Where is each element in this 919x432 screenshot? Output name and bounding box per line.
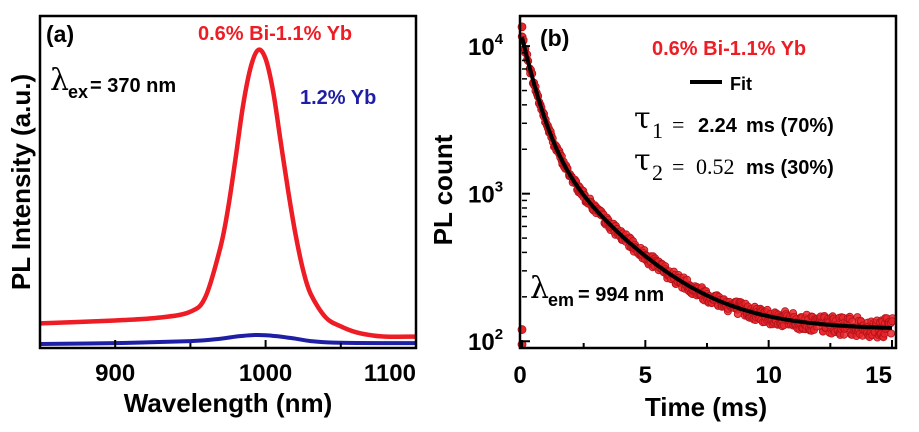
y-tick-exponent: 2 [495,326,503,343]
panel-b-x-axis-title: Time (ms) [645,392,767,422]
tau2-value: 0.52 [696,154,735,179]
emission-annotation: λ em = 994 nm [530,271,664,310]
x-tick-label-a: 1100 [364,360,416,387]
panel-a-x-axis-title: Wavelength (nm) [124,388,332,418]
lambda-ex-subscript: ex [68,82,88,102]
panel-a-frame [38,14,418,350]
y-tick-exponent: 3 [495,179,503,196]
panel-a-series-label-bi-yb: 0.6% Bi-1.1% Yb [198,23,352,45]
x-tick-label-b: 10 [755,362,782,389]
y-tick-label-b: 103 [468,179,503,209]
x-tick-label-a: 1000 [239,360,292,387]
y-tick-exponent: 4 [495,31,504,48]
x-tick-label-b: 5 [639,362,652,389]
lambda-em-value: = 994 nm [578,284,664,306]
y-tick-base: 10 [468,182,495,209]
series-line-yb [39,332,417,346]
panel-a-x-ticks: 900 1000 1100 [95,340,417,387]
lambda-em-symbol: λ [530,271,549,306]
tau1-value: 2.24 [698,115,738,137]
y-tick-label-b: 104 [468,31,504,61]
panel-b-legend: 0.6% Bi-1.1% Yb Fit [652,38,806,94]
legend-item-fit: Fit [730,74,752,94]
y-tick-base: 10 [468,34,495,61]
tau1-text: ms (70%) [746,115,834,137]
x-tick-label-b: 0 [513,362,526,389]
panel-a-spectra: (a) 0.6% Bi-1.1% Yb 1.2% Yb λ ex = 370 n… [6,14,418,418]
panel-a-series-label-yb: 1.2% Yb [300,87,376,109]
panel-b-decay: (b) 0.6% Bi-1.1% Yb Fit τ 1 = 2.24 ms (7… [428,14,898,422]
panel-b-y-axis-title: PL count [428,134,458,245]
fit-result-tau2: τ 2 = 0.52 ms (30%) [634,143,834,185]
panel-b-plot-area [517,22,897,349]
panel-b-x-ticks: 0 5 10 15 [513,340,893,389]
y-tick-label-b: 102 [468,326,503,356]
panel-a-label: (a) [46,21,74,47]
tau2-symbol: τ [634,143,651,178]
panel-a-plot-area [39,47,417,346]
fit-result-tau1: τ 1 = 2.24 ms (70%) [634,101,834,143]
tau1-symbol: τ [634,101,651,136]
x-tick-label-b: 15 [865,362,892,389]
tau2-text: ms (30%) [746,157,834,179]
tau1-equals: = [672,112,684,137]
lambda-ex-symbol: λ [50,63,69,98]
x-tick-label-a: 900 [95,360,135,387]
panel-b-label: (b) [540,25,569,51]
legend-item-bi-yb: 0.6% Bi-1.1% Yb [652,38,806,60]
excitation-annotation: λ ex = 370 nm [50,63,176,102]
tau2-equals: = [672,154,684,179]
tau2-index: 2 [652,160,663,185]
lambda-em-subscript: em [548,290,574,310]
fit-curve [520,36,892,330]
lambda-ex-value: = 370 nm [90,75,176,97]
tau1-index: 1 [652,118,663,143]
y-tick-base: 10 [468,329,495,356]
panel-a-y-axis-title: PL Intensity (a.u.) [6,74,36,290]
series-line-bi-yb [39,47,417,339]
data-point [887,329,896,338]
